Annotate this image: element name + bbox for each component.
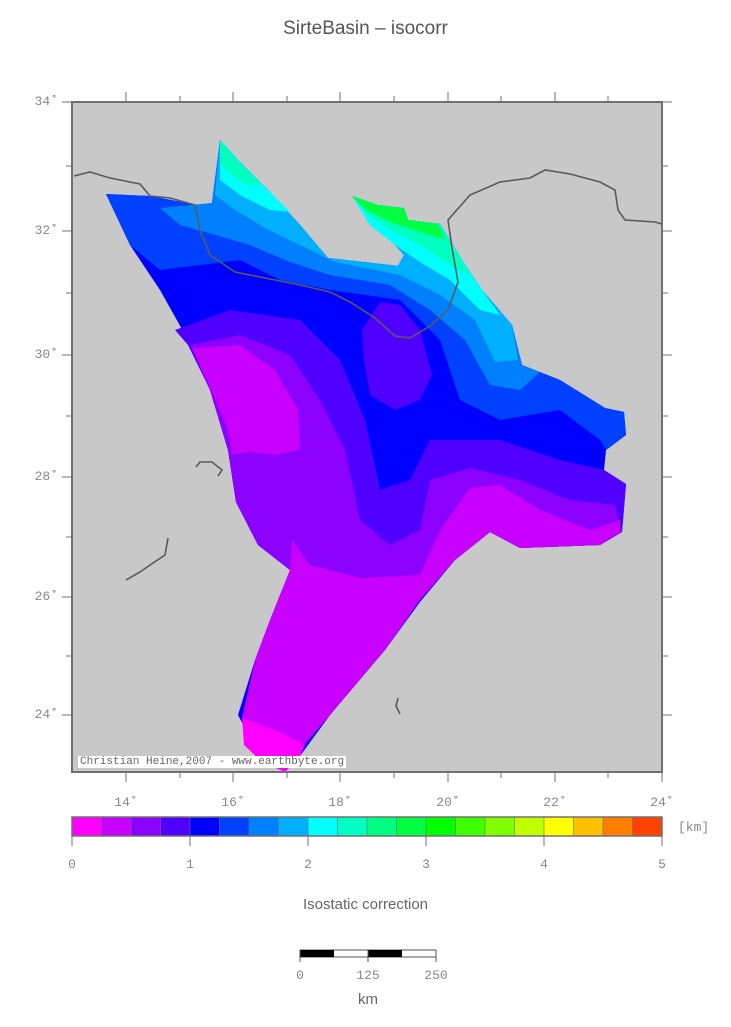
lon-label-24: 24˚: [650, 795, 674, 810]
colorbar-swatch: [396, 817, 427, 836]
lon-label-14: 14˚: [114, 795, 138, 810]
colorbar-swatch: [632, 817, 663, 836]
colorbar-swatch: [278, 817, 309, 836]
lat-label-32: 32˚: [34, 223, 58, 238]
scalebar-unit: km: [358, 991, 378, 1008]
colorbar-swatch: [101, 817, 132, 836]
colorbar-unit: [km]: [678, 820, 710, 835]
lon-label-18: 18˚: [328, 795, 352, 810]
zone-aqua-green: [220, 140, 470, 275]
colorbar-swatch: [72, 817, 102, 836]
colorbar-swatch: [219, 817, 250, 836]
coastline: [73, 169, 663, 715]
colorbar-ticks: [71, 836, 663, 846]
colorbar-label-1: 1: [186, 857, 194, 872]
map-title: SirteBasin – isocorr: [283, 18, 448, 39]
colorbar-title: Isostatic correction: [302, 896, 429, 913]
lat-label-30: 30˚: [34, 347, 58, 362]
colorbar: [72, 817, 663, 836]
colorbar-label-0: 0: [68, 857, 76, 872]
colorbar-swatch: [514, 817, 545, 836]
lat-label-24: 24˚: [34, 707, 58, 722]
scalebar-label-0: 0: [296, 968, 304, 983]
colorbar-label-4: 4: [540, 857, 548, 872]
colorbar-swatch: [603, 817, 633, 836]
scalebar-label-125: 125: [356, 968, 380, 983]
colorbar-swatch: [337, 817, 368, 836]
colorbar-swatch: [544, 817, 574, 836]
lon-label-16: 16˚: [221, 795, 245, 810]
lon-label-22: 22˚: [543, 795, 567, 810]
border-fragment-south: [395, 697, 401, 715]
axis-ticks: [62, 92, 672, 782]
scalebar: [299, 949, 437, 962]
zone-green: [352, 196, 445, 240]
map-frame: [71, 101, 663, 773]
colorbar-label-3: 3: [422, 857, 430, 872]
colorbar-swatch: [131, 817, 161, 836]
border-fragment-small: [195, 461, 224, 477]
colorbar-swatch: [249, 817, 279, 836]
colorbar-swatch: [455, 817, 486, 836]
lat-label-26: 26˚: [34, 589, 58, 604]
colorbar-swatch: [426, 817, 456, 836]
zone-purple: [192, 345, 620, 750]
colorbar-frame: [71, 816, 663, 837]
colorbar-swatch: [190, 817, 220, 836]
lon-label-20: 20˚: [436, 795, 460, 810]
coastline-path: [73, 169, 663, 339]
zone-sky-blue: [215, 140, 518, 362]
lat-label-28: 28˚: [34, 469, 58, 484]
colorbar-swatch: [367, 817, 397, 836]
zone-cyan: [220, 140, 500, 315]
scalebar-label-250: 250: [424, 968, 448, 983]
colorbar-swatch: [485, 817, 515, 836]
border-fragment-west: [125, 537, 169, 581]
zone-blue-violet-north: [362, 302, 432, 410]
colorbar-swatch: [573, 817, 604, 836]
colorbar-swatch: [308, 817, 338, 836]
colorbar-label-2: 2: [304, 857, 312, 872]
isocorr-field: [106, 140, 626, 772]
colorbar-swatch: [160, 817, 191, 836]
lat-label-34: 34˚: [34, 94, 58, 109]
map-credit: Christian Heine,2007 - www.earthbyte.org: [78, 756, 347, 768]
colorbar-label-5: 5: [658, 857, 666, 872]
